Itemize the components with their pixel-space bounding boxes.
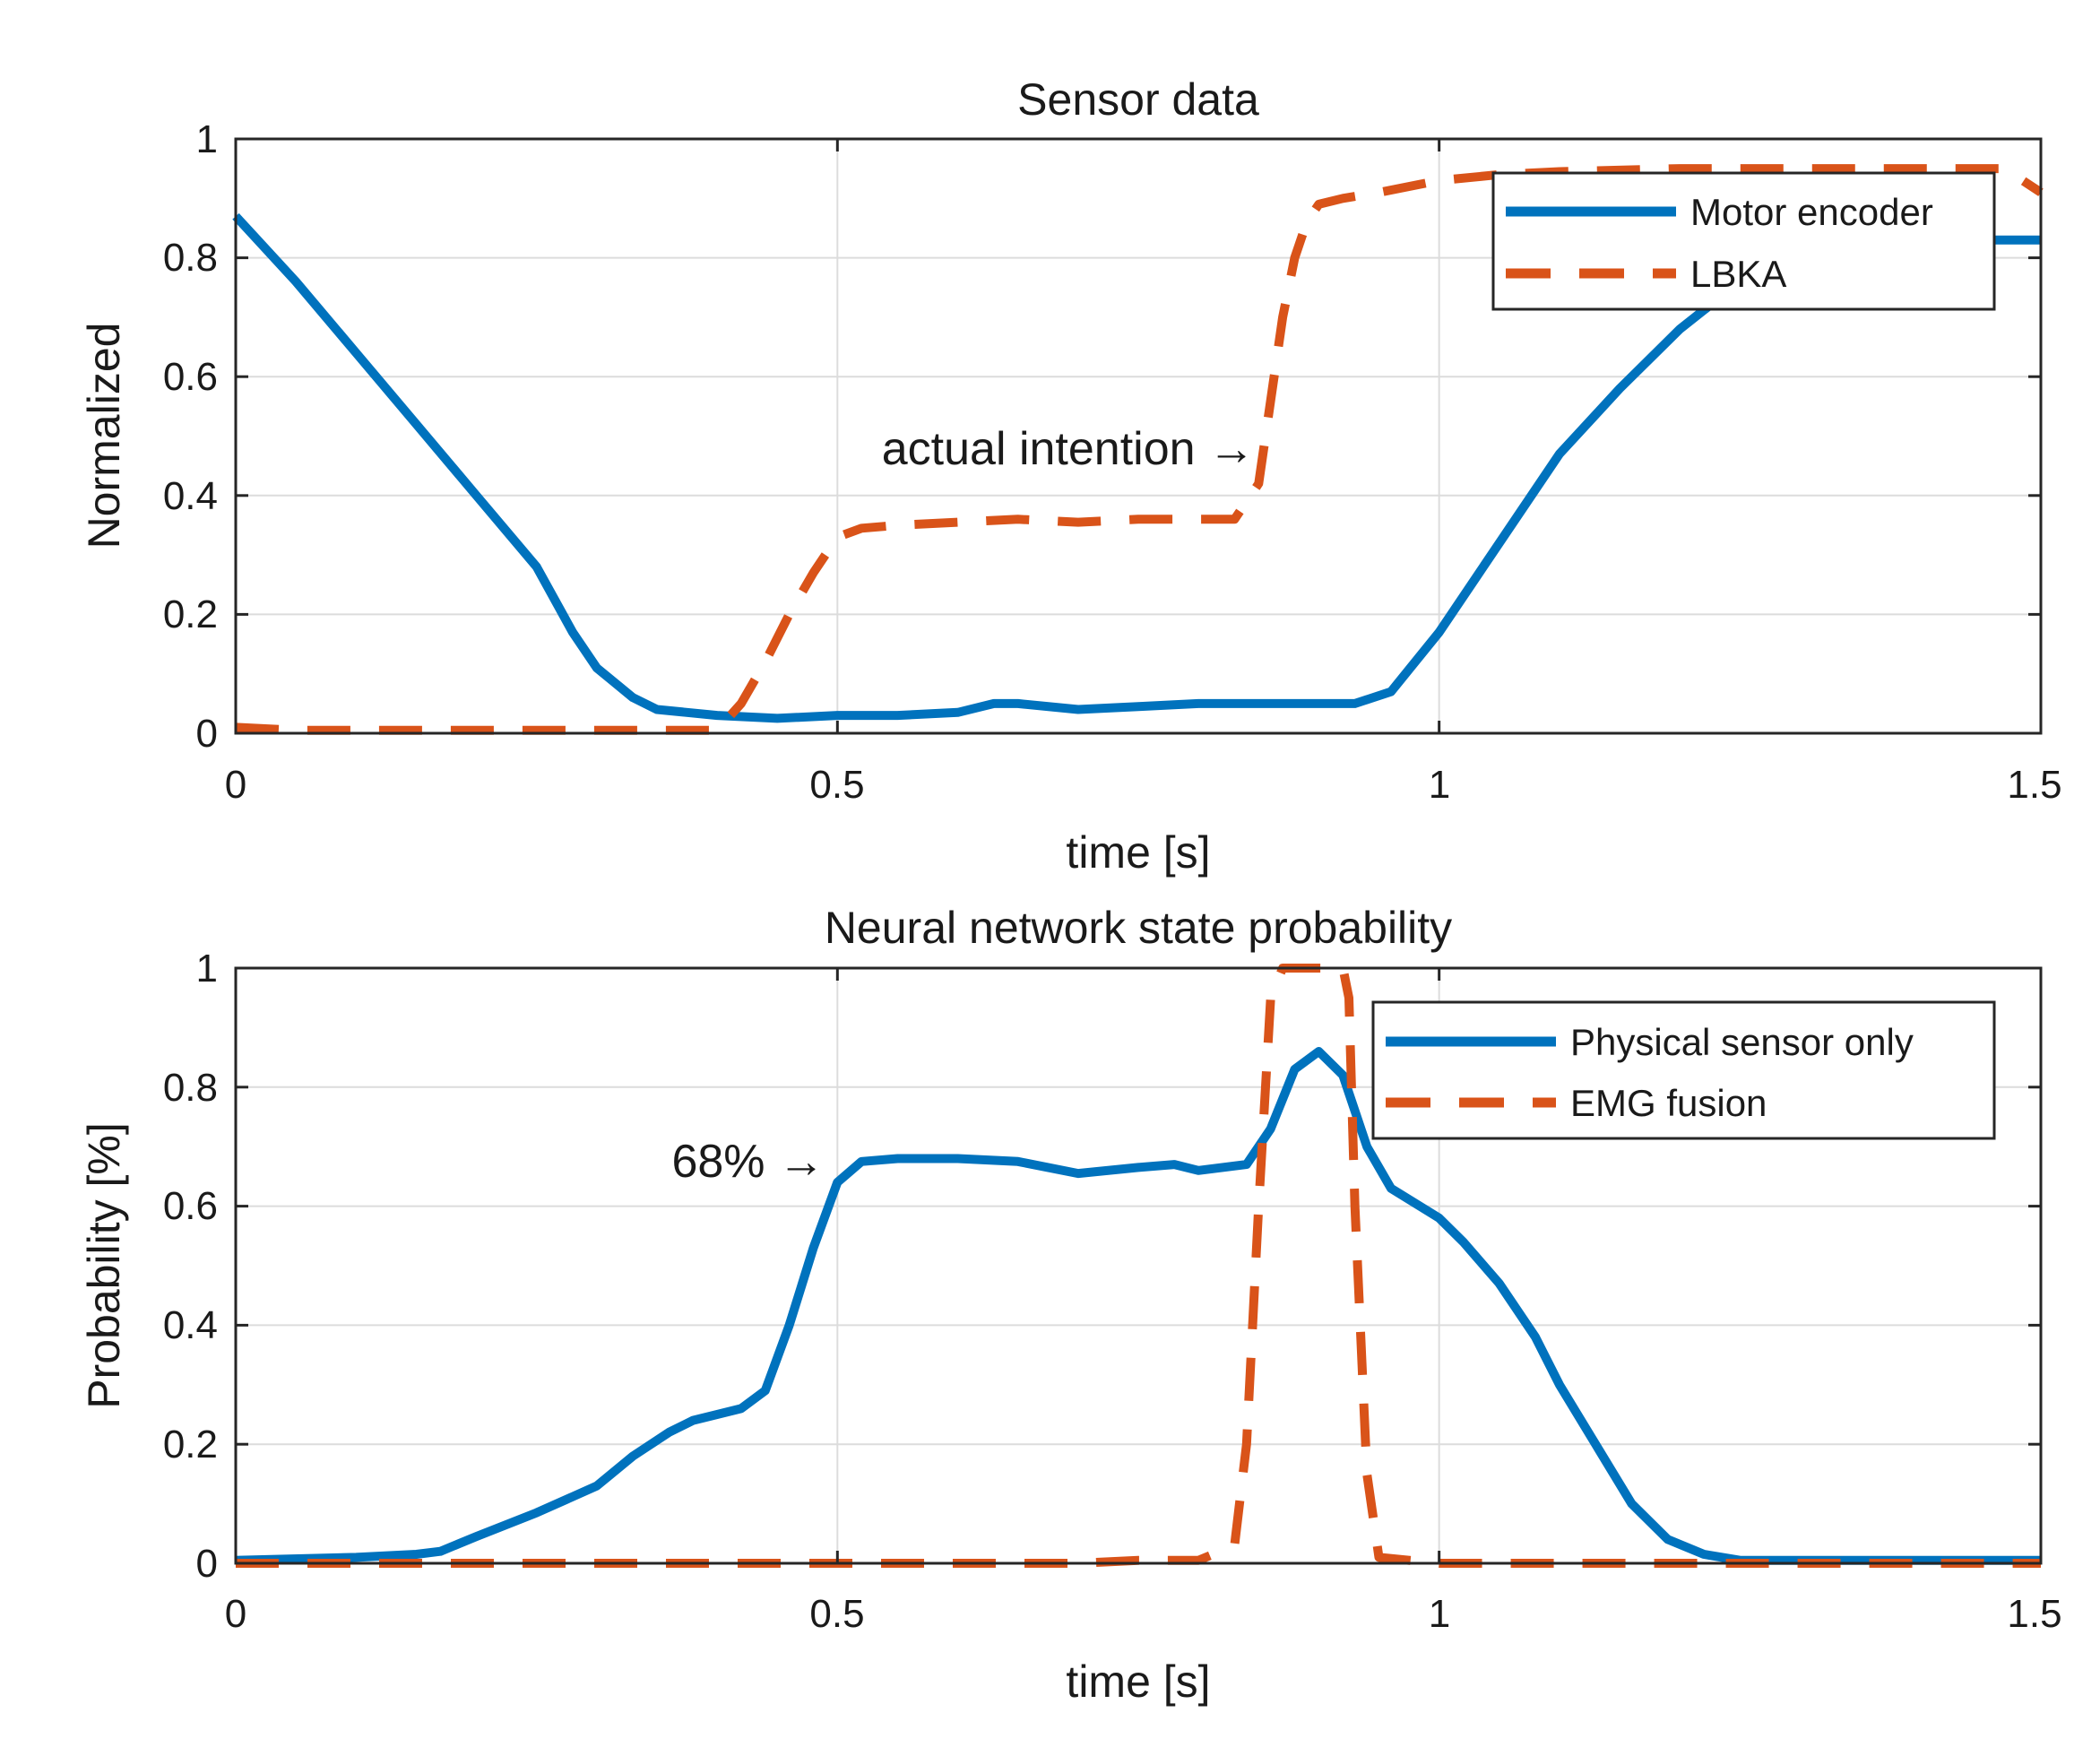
legend: Physical sensor only EMG fusion <box>1371 1000 1996 1140</box>
series-line-motor-encoder <box>232 212 2041 723</box>
annotation-68-percent: 68% → <box>671 1136 825 1188</box>
series-line-physical-sensor-only <box>235 1047 2041 1565</box>
legend-box <box>1491 171 1996 311</box>
legend-label-motor-encoder: Motor encoder <box>1690 191 1933 233</box>
y-tick-label: 0.2 <box>163 1423 218 1466</box>
x-tick-label: 1 <box>1429 763 1450 807</box>
y-tick-label: 0.6 <box>163 355 218 399</box>
axes-frame <box>234 966 2043 1565</box>
y-axis-label: Probability [%] <box>79 1122 129 1409</box>
y-tick-label: 0.4 <box>163 1303 218 1347</box>
tick-marks <box>234 137 2043 735</box>
x-tick-label: 1.5 <box>2007 763 2061 807</box>
x-tick-label: 0.5 <box>809 1592 864 1636</box>
x-tick-label: 0 <box>225 1592 246 1636</box>
y-tick-label: 1 <box>196 117 218 161</box>
x-axis-label: time [s] <box>1066 1657 1210 1707</box>
annotation-actual-intention: actual intention → <box>882 423 1255 475</box>
y-tick-label: 0 <box>196 712 218 756</box>
axes-frame <box>234 137 2043 735</box>
y-tick-label: 0.2 <box>163 593 218 636</box>
series-line-lbka <box>235 164 2044 735</box>
x-tick-label: 0.5 <box>809 763 864 807</box>
chart-title: Sensor data <box>1017 74 1259 125</box>
subplot-sensor-data: Sensor data 0 0.2 0.4 0.6 0.8 1 0 0.5 1 … <box>79 74 2062 878</box>
y-tick-label: 0 <box>196 1542 218 1586</box>
legend: Motor encoder LBKA <box>1491 171 1996 311</box>
y-tick-label: 0.8 <box>163 236 218 280</box>
x-tick-label: 1.5 <box>2007 1592 2061 1636</box>
legend-box <box>1371 1000 1996 1140</box>
subplot-neural-network: Neural network state probability 0 0.2 0… <box>79 903 2062 1707</box>
y-axis-label: Normalized <box>79 323 129 549</box>
x-tick-label: 0 <box>225 763 246 807</box>
legend-label-physical-sensor-only: Physical sensor only <box>1570 1021 1914 1063</box>
tick-marks <box>234 966 2043 1565</box>
y-tick-label: 0.8 <box>163 1066 218 1110</box>
chart-title: Neural network state probability <box>825 903 1452 953</box>
series-lines <box>232 164 2044 735</box>
y-tick-label: 1 <box>196 947 218 990</box>
y-tick-label: 0.6 <box>163 1184 218 1228</box>
y-tick-label: 0.4 <box>163 474 218 518</box>
x-axis-label: time [s] <box>1066 827 1210 878</box>
x-tick-label: 1 <box>1429 1592 1450 1636</box>
legend-label-emg-fusion: EMG fusion <box>1570 1082 1767 1124</box>
legend-label-lbka: LBKA <box>1690 253 1786 295</box>
